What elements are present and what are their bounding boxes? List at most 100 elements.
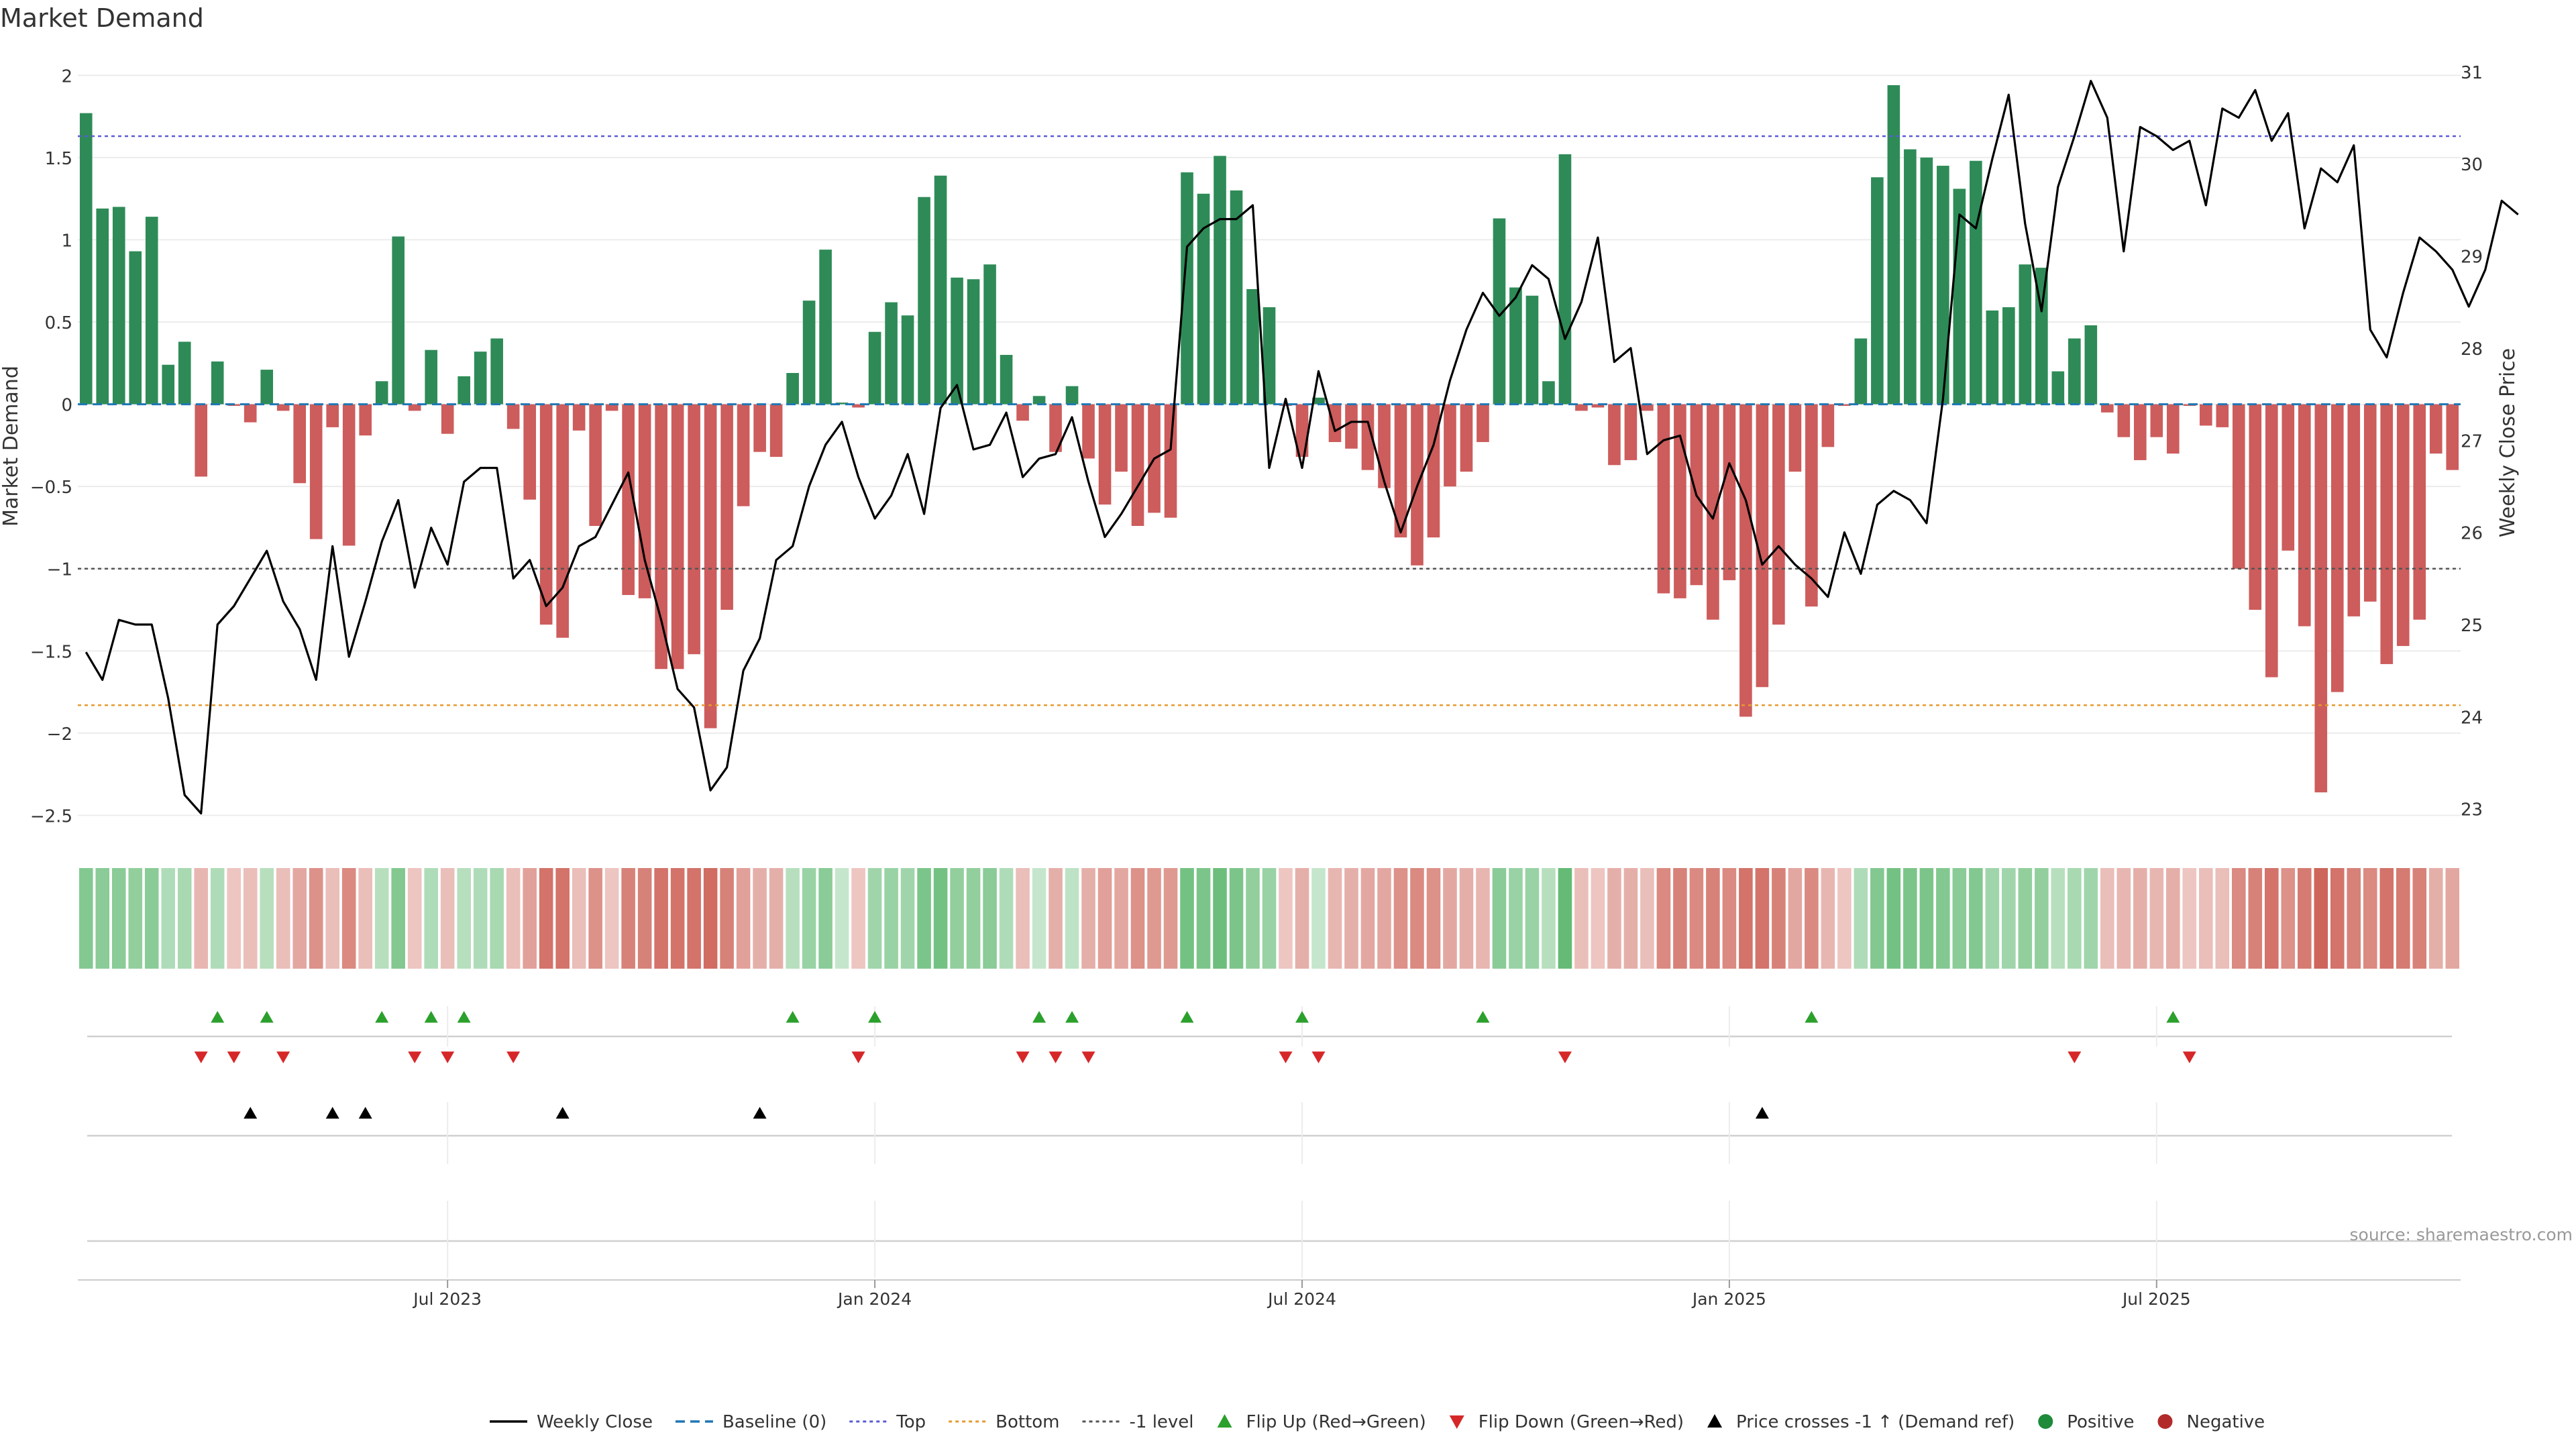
demand-bar-negative [2446, 404, 2459, 470]
band-cell [2002, 868, 2016, 969]
band-cell [1130, 868, 1145, 969]
band-cell [1459, 868, 1474, 969]
demand-bar-positive [1525, 295, 1539, 405]
x-axis: Jul 2023 Jan 2024 Jul 2024 Jan 2025 Jul 2025 [78, 1279, 2461, 1309]
demand-bar-positive [901, 315, 914, 405]
demand-bar-positive [802, 301, 816, 405]
band-cell [2428, 868, 2443, 969]
y-tick-label: 2 [61, 66, 72, 87]
band-cell [900, 868, 915, 969]
band-cell [1081, 868, 1095, 969]
band-cell [1854, 868, 1868, 969]
band-cell [1311, 868, 1326, 969]
band-cell [2051, 868, 2065, 969]
y2-tick-label: 31 [2461, 63, 2483, 83]
band-cell [95, 868, 110, 969]
band-cell [2018, 868, 2033, 969]
band-cell [604, 868, 619, 969]
band-cell [1147, 868, 1161, 969]
source-note: source: sharemaestro.com [2350, 1225, 2573, 1244]
legend-marker-triangle [1707, 1414, 1723, 1428]
demand-bar-negative [1279, 404, 1292, 407]
flip-down-marker [227, 1051, 241, 1063]
band-cell [1821, 868, 1835, 969]
band-cell [1542, 868, 1556, 969]
band-cell [358, 868, 372, 969]
band-cell [555, 868, 570, 969]
flip-down-marker [1279, 1051, 1293, 1063]
legend-label: Flip Down (Green→Red) [1479, 1412, 1684, 1432]
band-cell [1886, 868, 1901, 969]
demand-bar-negative [441, 404, 454, 434]
legend: Weekly Close Baseline (0) Top Bottom -1 leve… [490, 1412, 2265, 1432]
signal-rows [87, 1006, 2452, 1278]
flip-up-marker [375, 1011, 389, 1023]
x-tick-label: Jan 2024 [837, 1289, 912, 1309]
band-cell [210, 868, 225, 969]
demand-bar-negative [1082, 404, 1095, 459]
demand-bar-negative [1657, 404, 1670, 594]
y-tick-label: 1 [61, 231, 72, 251]
band-cell [2248, 868, 2263, 969]
band-cell [1163, 868, 1178, 969]
demand-bar-negative [2216, 404, 2229, 427]
legend-label: Negative [2187, 1412, 2265, 1432]
y-tick-label: −0.5 [30, 478, 72, 498]
band-cell [2133, 868, 2147, 969]
band-cell [292, 868, 307, 969]
band-cell [1065, 868, 1079, 969]
band-cell [2149, 868, 2164, 969]
flip-down-marker [441, 1051, 455, 1063]
flip-down-marker [2182, 1051, 2196, 1063]
y-tick-label: −2 [47, 724, 72, 745]
y-axis-label: Market Demand [0, 366, 23, 527]
demand-bar-negative [2363, 404, 2377, 602]
demand-bar-positive [1246, 288, 1259, 405]
demand-bar-positive [983, 264, 996, 405]
band-cell [983, 868, 997, 969]
demand-bar-negative [1394, 404, 1407, 538]
flip-up-marker [211, 1011, 225, 1023]
demand-bar-positive [2051, 371, 2065, 405]
band-cell [802, 868, 816, 969]
demand-bar-negative [1361, 404, 1375, 470]
y2-tick-label: 25 [2461, 616, 2483, 636]
demand-bar-positive [967, 279, 980, 405]
band-cell [1196, 868, 1211, 969]
demand-bar-negative [589, 404, 602, 526]
demand-bars [79, 85, 2459, 793]
band-cell [227, 868, 241, 969]
demand-bar-negative [1838, 404, 1851, 407]
demand-bar-negative [1164, 404, 1177, 518]
demand-bar-negative [359, 404, 372, 436]
price-cross-marker [1755, 1107, 1769, 1119]
demand-bar-negative [2150, 404, 2163, 437]
y-tick-label: 0 [61, 396, 72, 416]
band-cell [2166, 868, 2180, 969]
demand-bar-negative [572, 404, 586, 431]
demand-bar-negative [2265, 404, 2278, 678]
flip-down-marker [851, 1051, 865, 1063]
demand-bar-negative [1772, 404, 1785, 625]
band-cell [917, 868, 931, 969]
chart-title: Market Demand [0, 3, 204, 33]
x-tick-label: Jul 2025 [2121, 1289, 2191, 1309]
demand-bar-positive [1871, 177, 1884, 405]
band-cell [391, 868, 405, 969]
demand-bar-negative [309, 404, 323, 539]
demand-bar-negative [1821, 404, 1835, 447]
y2-tick-label: 24 [2461, 708, 2483, 728]
flip-down-marker [1311, 1051, 1326, 1063]
band-cell [1393, 868, 1408, 969]
demand-bar-positive [1558, 154, 1572, 405]
demand-bar-negative [1591, 404, 1605, 408]
band-cell [1279, 868, 1293, 969]
band-cell [572, 868, 586, 969]
flip-down-marker [2068, 1051, 2082, 1063]
band-cell [1788, 868, 1803, 969]
price-cross-marker [358, 1107, 372, 1119]
band-cell [1952, 868, 1967, 969]
band-cell [2347, 868, 2361, 969]
band-cell [867, 868, 882, 969]
band-cell [1772, 868, 1786, 969]
